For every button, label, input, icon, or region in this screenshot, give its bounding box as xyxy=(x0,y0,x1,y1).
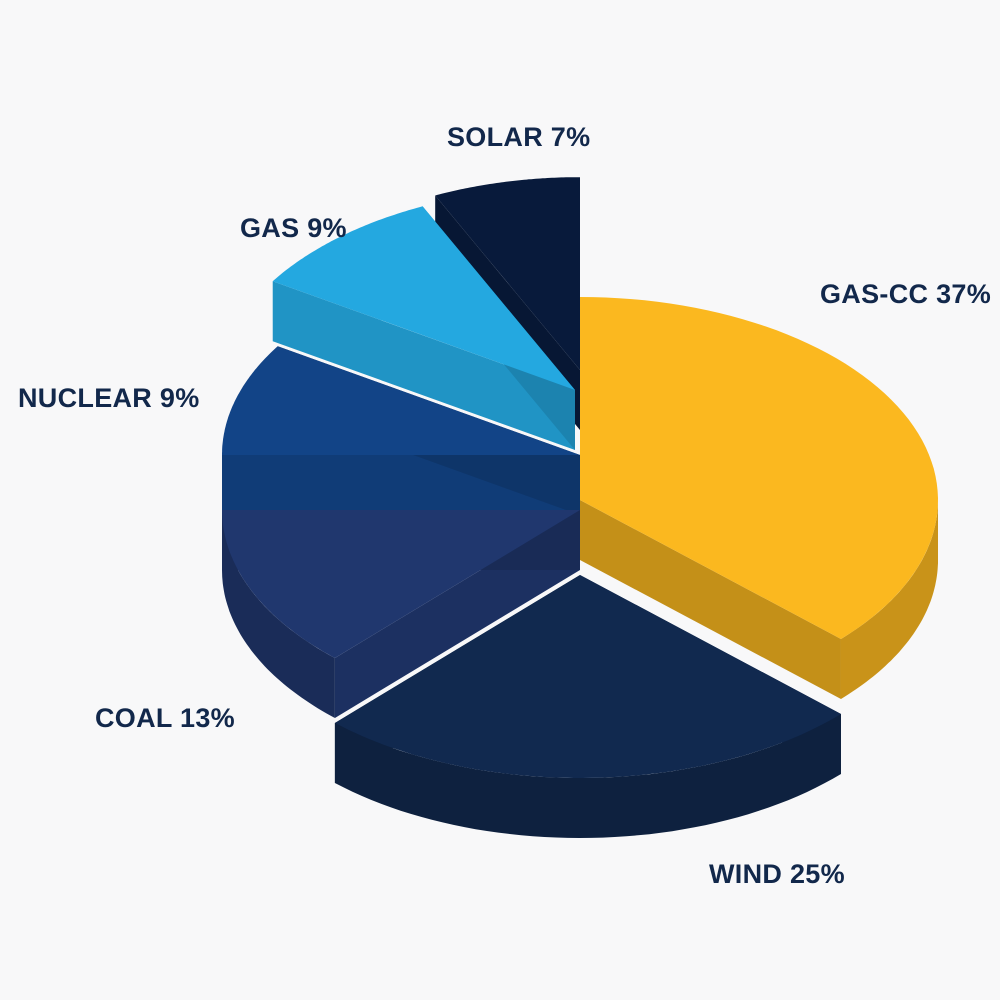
slice-solar xyxy=(435,177,580,370)
slice-gas-wall-start xyxy=(272,281,575,450)
slice-nuclear xyxy=(222,346,580,455)
slice-coal xyxy=(222,510,580,658)
label-gas-cc: GAS-CC 37% xyxy=(820,279,991,309)
slice-gas-cc-rim xyxy=(841,500,938,699)
label-solar: SOLAR 7% xyxy=(447,122,590,152)
labels-layer: GAS-CC 37% WIND 25% COAL 13% NUCLEAR 9% … xyxy=(18,122,991,889)
slice-coal-rim xyxy=(222,510,335,718)
slice-gas-cc-wall-end xyxy=(580,500,841,699)
label-nuclear: NUCLEAR 9% xyxy=(18,383,200,413)
slices-layer xyxy=(222,177,938,838)
label-wind: WIND 25% xyxy=(709,859,845,889)
slice-wind xyxy=(334,575,841,778)
label-gas: GAS 9% xyxy=(240,213,347,243)
slice-gas xyxy=(272,206,575,390)
slice-gas-cc xyxy=(580,297,938,639)
label-coal: COAL 13% xyxy=(95,703,235,733)
slice-wind-rim xyxy=(334,714,841,838)
